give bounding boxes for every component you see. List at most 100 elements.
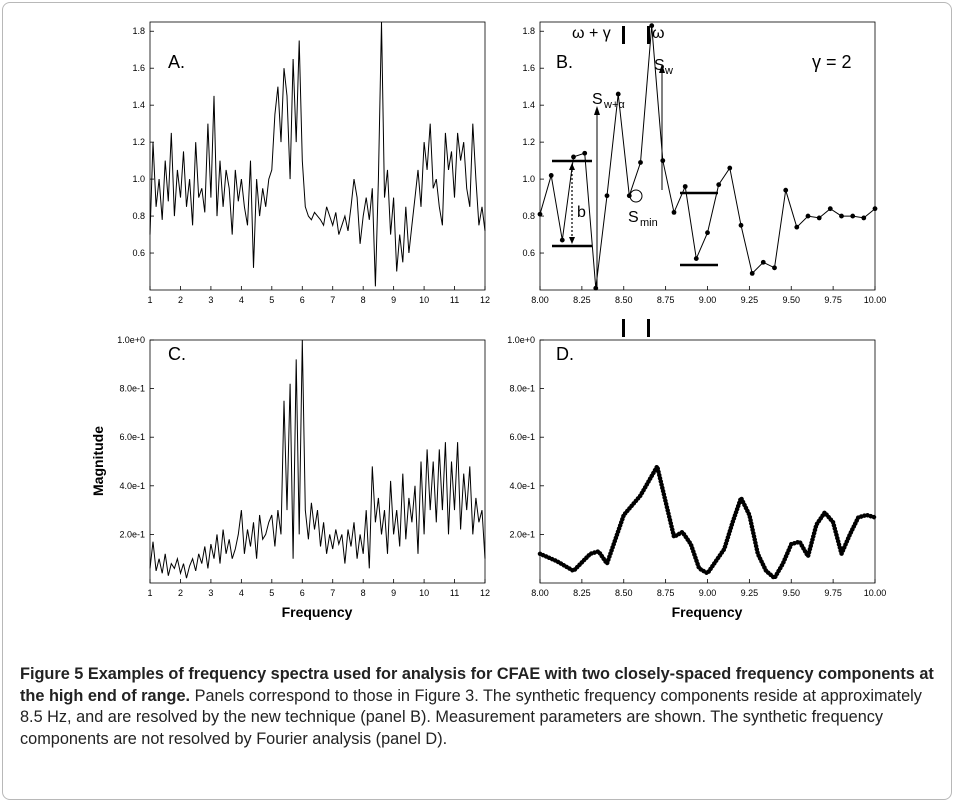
panel-b-x-tick-label: 9.75 [824,295,842,305]
panel-d-x-tick-label: 9.00 [699,588,717,598]
panel-a-x-tick-label: 2 [178,295,183,305]
panel-b-data-point [783,187,789,193]
panel-d-x-tick-label: 8.50 [615,588,633,598]
panel-a: A. 1 2 3 4 5 6 7 8 9 10 11 120.60.81.01.21.41.61.8 [132,21,490,305]
panel-c-x-tick-label: 12 [480,588,490,598]
panel-b-data-point [693,256,699,261]
b-down-arrowhead [569,237,575,244]
panel-b-x-tick-label: 9.25 [741,295,759,305]
panel-d-series-line [537,464,878,581]
panel-b-data-point [749,270,755,276]
panel-c: C. 1 2 3 4 5 6 7 8 9 10 11 122.0e-14.0e-16.0e-18.0e… [90,335,490,620]
panel-d-x-tick-label: 8.25 [573,588,591,598]
s-min-s-label: S [628,209,639,226]
panel-b-data-point [660,158,666,164]
panel-b-x-tick-label: 8.00 [531,295,549,305]
s-w-arrowhead [659,64,665,73]
panel-c-label: C. [168,344,186,364]
panel-b-data-point [626,193,632,199]
panel-b: B. 8.00 8.25 8.50 8.75 9.00 9.25 9.50 9.75 10.00… [522,21,887,305]
panel-a-x-tick-label: 6 [300,295,305,305]
omega-label: ω [652,25,665,42]
panel-d-y-tick-label: 8.0e-1 [509,384,535,394]
panel-c-y-tick-label: 6.0e-1 [119,432,145,442]
panel-b-data-point [559,237,565,243]
s-w-subscript: w [664,65,673,77]
panel-c-x-tick-label: 1 [147,588,152,598]
s-w-s-label: S [654,57,665,74]
panel-b-data-point [861,215,867,221]
panel-d-y-tick-label: 4.0e-1 [509,481,535,491]
panel-d-axes [539,339,876,584]
omega-plus-gamma-label: ω + γ [572,25,611,42]
panel-c-x-tick-label: 2 [178,588,183,598]
omega-plus-gamma-marker [622,26,625,44]
panel-b-data-point [649,23,655,29]
panel-a-x-tick-label: 9 [391,295,396,305]
panel-c-y-tick-label: 8.0e-1 [119,384,145,394]
panel-b-data-point [705,230,710,236]
panel-a-x-tick-label: 11 [450,295,459,305]
panel-a-x-tick-label: 8 [361,295,366,305]
panel-b-data-point [850,213,856,219]
panel-b-x-tick-label: 8.25 [573,295,591,305]
panel-c-x-tick-label: 9 [391,588,396,598]
panel-a-label: A. [168,52,185,72]
panel-c-x-tick-label: 10 [419,588,429,598]
figure-caption: Figure 5 Examples of frequency spectra u… [20,664,940,750]
panel-a-x-tick-label: 3 [208,295,213,305]
panel-c-x-tick-label: 5 [269,588,274,598]
panel-a-x-tick-label: 1 [147,295,152,305]
panel-b-data-point [604,193,610,199]
panel-b-data-point [638,160,643,165]
caption-label: Figure 5 [20,665,84,683]
panel-b-x-tick-label: 9.00 [699,295,717,305]
panel-a-x-tick-label: 10 [419,295,429,305]
panel-b-data-point [794,224,800,230]
gamma-value-label: γ = 2 [812,52,852,72]
panel-d-x-tick-label: 9.50 [782,588,800,598]
panel-c-x-tick-label: 6 [300,588,305,598]
b-label: b [577,204,586,221]
panel-d: D. 8.00 8.25 8.50 8.75 9.00 9.25 9.50 9.75 10.00… [507,319,886,620]
panel-a-series-line [149,21,486,287]
panel-d-y-tick-label: 6.0e-1 [509,432,535,442]
panel-b-data-point [671,209,677,215]
panel-b-x-tick-label: 10.00 [864,295,887,305]
panel-b-data-point [537,211,543,217]
panel-d-label: D. [556,344,574,364]
panel-a-x-tick-label: 7 [330,295,335,305]
panel-c-series-line [149,339,486,579]
panel-d-x-axis-label: Frequency [672,604,743,620]
panel-d-y-tick-label: 2.0e-1 [509,529,535,539]
panel-b-data-point [548,173,554,178]
panel-c-axes [149,339,486,584]
panel-b-y-tick-label: 0.8 [522,211,535,221]
panel-b-data-point [772,265,777,271]
s-min-subscript: min [640,217,658,229]
panel-b-y-tick-label: 1.2 [522,137,535,147]
panel-b-data-point [582,150,588,156]
s-w-alpha-subscript: w+α [603,99,625,111]
panel-a-x-tick-label: 12 [480,295,490,305]
panel-c-y-axis-label: Magnitude [90,426,106,496]
panel-a-y-tick-label: 1.6 [132,63,145,73]
s-w-alpha-arrowhead [594,106,600,115]
panel-b-data-point [839,213,844,219]
b-up-arrowhead [569,163,575,170]
panel-b-y-tick-label: 1.8 [522,26,535,36]
panel-d-x-tick-label: 8.75 [657,588,675,598]
panel-b-data-point [716,182,722,188]
panel-a-x-tick-label: 4 [239,295,244,305]
panel-c-x-tick-label: 4 [239,588,244,598]
panel-b-y-tick-label: 1.6 [522,63,535,73]
panel-d-x-tick-label: 10.00 [864,588,887,598]
panel-b-y-tick-label: 1.0 [522,174,535,184]
panel-b-y-tick-label: 0.6 [522,248,535,258]
panel-b-data-point [615,91,621,97]
panel-d-x-tick-label: 9.25 [741,588,759,598]
panel-d-marker-right [647,319,650,337]
panel-a-y-tick-label: 1.4 [132,100,145,110]
panel-a-axes [149,21,486,291]
